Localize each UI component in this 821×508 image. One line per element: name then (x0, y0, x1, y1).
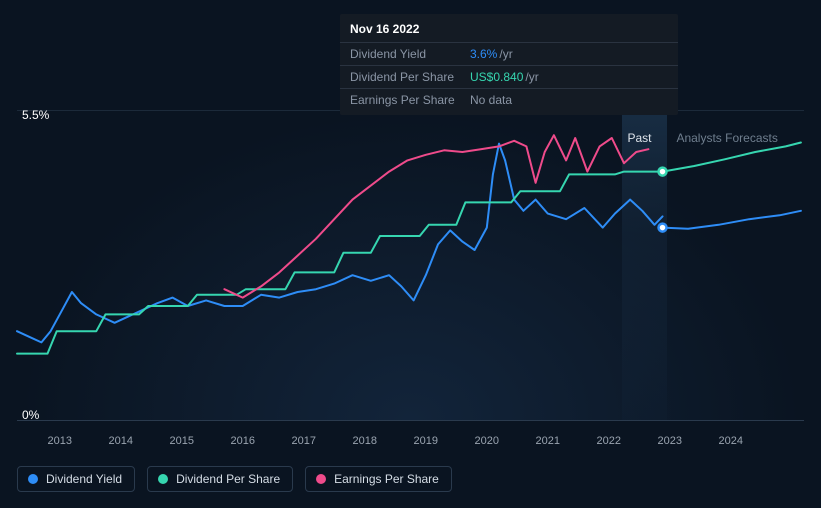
tooltip-value: 3.6%/yr (470, 47, 513, 61)
tooltip-value: No data (470, 93, 514, 107)
x-axis-label: 2015 (169, 435, 193, 447)
tooltip-value-primary: 3.6% (470, 47, 497, 61)
tooltip-value-primary: US$0.840 (470, 70, 523, 84)
legend-dot (28, 474, 38, 484)
legend-label: Earnings Per Share (334, 472, 439, 486)
tooltip-value-suffix: /yr (499, 47, 512, 61)
x-axis-label: 2022 (597, 435, 621, 447)
dividend-chart: 5.5% 0% Past Analysts Forecasts 20132014… (0, 0, 821, 508)
x-axis-label: 2017 (291, 435, 315, 447)
tooltip-value-primary: No data (470, 93, 512, 107)
tooltip-key: Earnings Per Share (350, 93, 470, 107)
tooltip-key: Dividend Per Share (350, 70, 470, 84)
x-axis-label: 2013 (47, 435, 71, 447)
x-axis-label: 2018 (352, 435, 376, 447)
chart-lines (17, 110, 804, 420)
x-axis-labels: 2013 2014 2015 2016 2017 2018 2019 2020 2021 2022… (17, 435, 804, 455)
chart-tooltip: Nov 16 2022 Dividend Yield 3.6%/yr Divid… (340, 14, 678, 115)
legend-item-earnings-per-share[interactable]: Earnings Per Share (305, 466, 452, 492)
tooltip-value: US$0.840/yr (470, 70, 539, 84)
line-dividend-per-share (17, 172, 663, 354)
x-axis-label: 2023 (658, 435, 682, 447)
tooltip-row-dividend-per-share: Dividend Per Share US$0.840/yr (340, 66, 678, 89)
legend-dot (316, 474, 326, 484)
legend-label: Dividend Per Share (176, 472, 280, 486)
line-dividend-yield-forecast (663, 211, 801, 229)
x-axis-label: 2021 (536, 435, 560, 447)
x-axis-label: 2014 (108, 435, 132, 447)
tooltip-row-dividend-yield: Dividend Yield 3.6%/yr (340, 43, 678, 66)
tooltip-row-earnings-per-share: Earnings Per Share No data (340, 89, 678, 115)
chart-legend: Dividend Yield Dividend Per Share Earnin… (17, 466, 452, 492)
tooltip-date: Nov 16 2022 (340, 14, 678, 43)
x-axis-label: 2019 (414, 435, 438, 447)
legend-label: Dividend Yield (46, 472, 122, 486)
legend-item-dividend-per-share[interactable]: Dividend Per Share (147, 466, 293, 492)
legend-item-dividend-yield[interactable]: Dividend Yield (17, 466, 135, 492)
x-axis-label: 2016 (230, 435, 254, 447)
line-dividend-per-share-forecast (663, 143, 801, 172)
forecast-dot-dividend-per-share (659, 168, 667, 176)
line-earnings-per-share (224, 135, 648, 297)
line-dividend-yield (17, 144, 663, 343)
x-axis-label: 2024 (719, 435, 743, 447)
gridline-baseline (17, 420, 804, 421)
tooltip-value-suffix: /yr (525, 70, 538, 84)
forecast-dot-dividend-yield (659, 224, 667, 232)
x-axis-label: 2020 (475, 435, 499, 447)
tooltip-key: Dividend Yield (350, 47, 470, 61)
legend-dot (158, 474, 168, 484)
